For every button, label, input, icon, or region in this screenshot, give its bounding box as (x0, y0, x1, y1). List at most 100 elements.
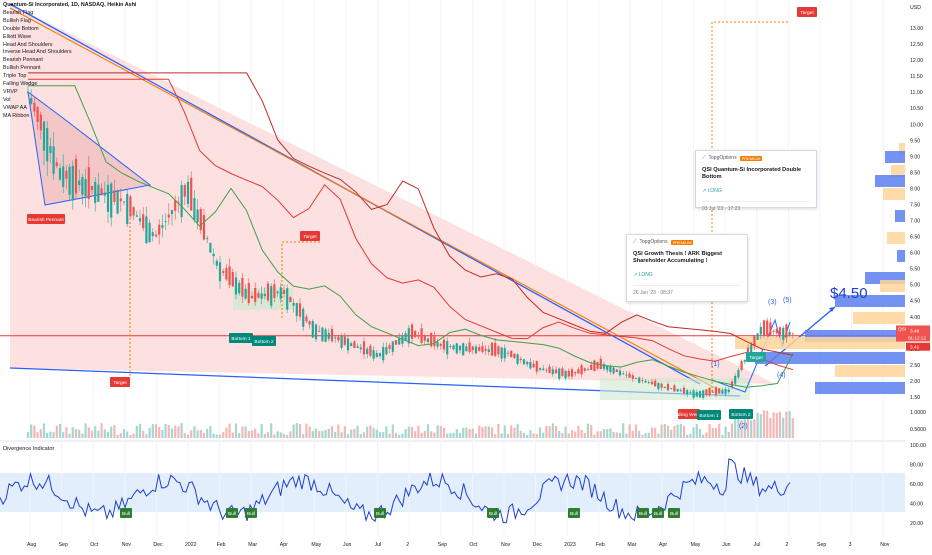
price-tick-label: 1.50 (910, 395, 920, 401)
candle-body (295, 302, 298, 317)
price-tick-label: 5.50 (910, 267, 920, 273)
volume-bar (506, 433, 510, 438)
idea-title: QSI Growth Thesis ! ARK Biggest Sharehol… (633, 251, 722, 264)
legend-item[interactable]: VRVP (3, 88, 18, 95)
candle-body (657, 382, 660, 390)
volume-bar (727, 431, 730, 438)
legend-item[interactable]: Double Bottom (3, 25, 39, 32)
volume-bar (775, 413, 778, 438)
target-label-bg (746, 352, 766, 362)
volume-bar (666, 425, 670, 438)
bearish-pennant-label-bg (27, 214, 65, 224)
volume-bar (782, 417, 785, 438)
time-tick-label: 2022 (185, 542, 197, 548)
candle-body (705, 389, 708, 396)
volume-bar (458, 432, 462, 438)
volume-profile-bar (880, 280, 905, 292)
price-tick-label: 4.50 (910, 299, 920, 305)
volume-bar (423, 430, 426, 438)
volume-bar (142, 430, 145, 438)
volume-bar (378, 432, 382, 438)
candle-body (513, 353, 516, 358)
candle-body (458, 345, 462, 351)
candle-body (436, 342, 439, 347)
candle-body (724, 389, 727, 395)
divergence-line (0, 458, 791, 524)
candle-body (305, 316, 308, 322)
volume-bar (673, 425, 676, 438)
volume-bar (161, 430, 164, 438)
volume-bar (788, 411, 791, 438)
bull-divergence-label-bg (637, 508, 649, 518)
legend-item[interactable]: Head And Shoulders (3, 41, 53, 48)
candle-body (487, 349, 490, 353)
volume-bar (308, 426, 311, 438)
candle-body (567, 370, 570, 377)
legend-item[interactable]: MA Ribbon (3, 112, 30, 119)
volume-bar (446, 433, 449, 438)
volume-bar (657, 433, 660, 438)
falling-wedge-label-bg (678, 409, 700, 419)
volume-bar (81, 433, 84, 438)
volume-bar (212, 433, 215, 438)
candle-body (545, 369, 548, 371)
candle-body (228, 266, 231, 286)
legend-item[interactable]: Inverse Head And Shoulders (3, 49, 72, 56)
legend-item[interactable]: Bullish Pennant (3, 65, 41, 72)
legend-item[interactable]: Bearish Flag (3, 9, 34, 16)
volume-bar (234, 423, 238, 438)
candle-body (606, 365, 609, 371)
volume-bar (394, 432, 398, 438)
idea-card-growth-thesis[interactable]: ⟋ TopgOptions PREMIUM QSI Growth Thesis ! … (626, 234, 748, 302)
volume-bar (417, 425, 420, 438)
volume-bar (532, 433, 535, 438)
candle-body (462, 343, 465, 356)
candle-body (266, 283, 270, 301)
time-tick-label: May (691, 542, 701, 548)
volume-bar (36, 432, 39, 438)
legend-item[interactable]: Bullish Flag (3, 17, 31, 24)
target-label: Target (303, 234, 317, 240)
candle-body (404, 333, 407, 342)
legend-item[interactable]: Triple Top (3, 73, 27, 80)
volume-bar (670, 429, 673, 438)
candle-body (407, 328, 410, 344)
idea-card-double-bottom[interactable]: ⟋ TopgOptions PREMIUM QSI Quantum-Si Incor… (695, 150, 817, 212)
legend-item[interactable]: Bearish Pennant (3, 57, 43, 64)
time-tick-label: Jun (722, 542, 730, 548)
legend-item[interactable]: Falling Wedge (3, 81, 38, 88)
volume-profile-bar (885, 151, 905, 163)
volume-profile-bar (897, 250, 905, 262)
price-tick-label: 6.50 (910, 235, 920, 241)
volume-bar (263, 433, 266, 438)
volume-bar (183, 432, 186, 438)
candle-body (609, 366, 612, 373)
time-tick-label: Sep (59, 542, 68, 548)
bull-divergence-label: Bull (570, 511, 578, 517)
candle-body (778, 327, 782, 335)
volume-bar (55, 425, 58, 438)
legend-item[interactable]: Vol (3, 96, 11, 103)
candle-body (321, 327, 324, 342)
candle-body (113, 190, 116, 202)
volume-bar (583, 432, 586, 438)
legend-item[interactable]: VWAP AA (3, 104, 27, 111)
volume-bar (158, 426, 161, 438)
volume-bar (116, 434, 119, 438)
volume-bar (628, 424, 631, 438)
volume-bar (718, 423, 721, 438)
volume-bar (78, 429, 81, 438)
volume-bar (564, 426, 567, 438)
price-tick-label: 7.00 (910, 219, 920, 225)
volume-profile-bar (899, 143, 905, 155)
legend-item[interactable]: Elliott Wave (3, 33, 32, 40)
premium-badge: PREMIUM (739, 155, 763, 161)
volume-tick-label: 0.5000 (910, 427, 926, 433)
candle-body (318, 330, 321, 332)
candle-body (442, 339, 446, 350)
trend-up-icon: ↗ (702, 188, 708, 194)
candle-body (276, 291, 279, 294)
volume-bar (241, 426, 244, 438)
candle-body (522, 359, 526, 365)
candle-body (750, 344, 753, 355)
